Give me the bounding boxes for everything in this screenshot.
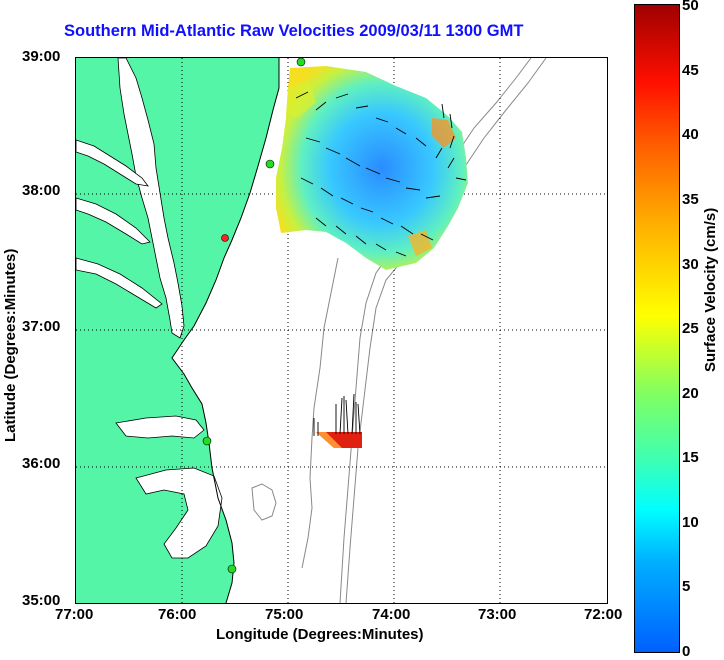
colorbar-tick-label: 35 (682, 191, 699, 208)
albemarle-sound (115, 415, 205, 439)
river-inlet (76, 197, 151, 245)
colorbar-tick-label: 45 (682, 62, 699, 79)
colorbar-tick-label: 15 (682, 449, 699, 466)
colorbar-tick-label: 25 (682, 320, 699, 337)
colorbar-tick-label: 30 (682, 256, 699, 273)
colorbar-tick-label: 5 (682, 578, 691, 595)
map-plot-area[interactable] (75, 57, 608, 604)
map-canvas (76, 58, 607, 603)
x-tick-label: 75:00 (265, 606, 304, 623)
station-marker (227, 564, 237, 574)
station-marker (202, 436, 212, 446)
colorbar-tick-label: 40 (682, 126, 699, 143)
colorbar-tick-label: 20 (682, 385, 699, 402)
colorbar-tick-label: 0 (682, 643, 691, 660)
colorbar-gradient (635, 5, 679, 652)
y-tick-label: 36:00 (22, 455, 61, 472)
station-marker (221, 234, 229, 242)
map-title: Southern Mid-Atlantic Raw Velocities 200… (64, 22, 524, 40)
pamlico-sound (135, 467, 223, 559)
river-inlet (76, 257, 163, 309)
velocity-vectors (295, 91, 467, 257)
graticule (76, 58, 607, 603)
colorbar-tick-label: 50 (682, 0, 699, 14)
colorbar (634, 4, 680, 653)
y-tick-label: 37:00 (22, 318, 61, 335)
bathymetry-contour (251, 483, 277, 521)
chesapeake-bay (117, 58, 185, 339)
y-tick-label: 35:00 (22, 592, 61, 609)
x-axis-label: Longitude (Degrees:Minutes) (216, 626, 424, 643)
x-tick-label: 76:00 (158, 606, 197, 623)
colorbar-label: Surface Velocity (cm/s) (702, 207, 719, 372)
velocity-patch (316, 432, 342, 448)
x-tick-label: 73:00 (478, 606, 517, 623)
river-inlet (76, 139, 149, 187)
velocity-field (276, 66, 468, 270)
x-tick-label: 77:00 (55, 606, 94, 623)
velocity-hotspot (286, 80, 316, 118)
y-tick-label: 38:00 (22, 182, 61, 199)
colorbar-tick-label: 10 (682, 514, 699, 531)
coastline (171, 58, 280, 603)
y-axis-label: Latitude (Degrees:Minutes) (2, 248, 19, 442)
x-tick-label: 72:00 (584, 606, 623, 623)
velocity-hotspot (432, 118, 456, 148)
station-marker (296, 58, 306, 67)
bathymetry-contour (345, 58, 547, 603)
station-marker (265, 159, 275, 169)
x-tick-label: 74:00 (372, 606, 411, 623)
bathymetry-contour (301, 257, 339, 569)
velocity-vectors (313, 393, 361, 436)
y-tick-label: 39:00 (22, 48, 61, 65)
